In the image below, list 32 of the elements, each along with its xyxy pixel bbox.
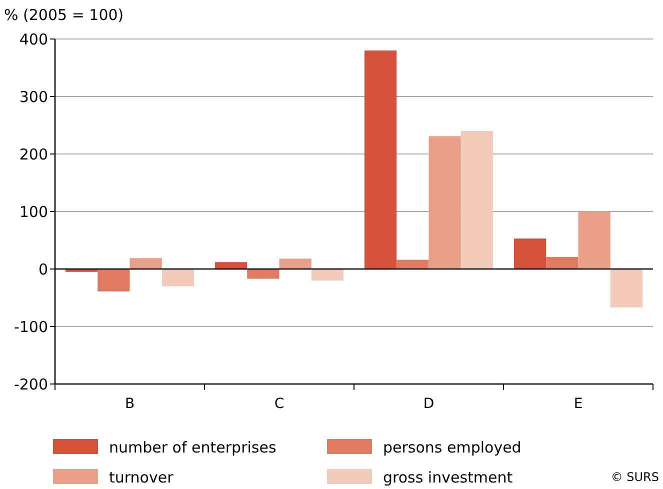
bar xyxy=(130,258,162,269)
legend-label: persons employed xyxy=(383,438,522,456)
bar xyxy=(279,258,312,269)
bar xyxy=(98,269,130,292)
y-axis-title: % (2005 = 100) xyxy=(4,6,124,24)
x-tick-label: D xyxy=(423,396,434,412)
bar xyxy=(514,238,546,269)
text: © SURS xyxy=(610,470,659,484)
legend-label: number of enterprises xyxy=(109,438,276,456)
y-tick-label: -200 xyxy=(14,375,48,394)
y-tick-label: 300 xyxy=(19,88,48,106)
x-tick-label: B xyxy=(124,396,135,412)
y-tick-label: -100 xyxy=(14,318,48,336)
bar xyxy=(214,262,248,269)
x-tick-label: C xyxy=(274,396,284,412)
bar xyxy=(578,212,610,269)
bar xyxy=(247,269,280,279)
bar xyxy=(428,136,461,269)
y-tick-label: 200 xyxy=(19,145,48,164)
bar xyxy=(364,50,397,269)
bar xyxy=(396,260,429,269)
bar xyxy=(460,131,494,269)
y-tick-label: 100 xyxy=(19,202,48,221)
bar xyxy=(610,269,643,308)
bar xyxy=(311,269,344,280)
x-tick-label: E xyxy=(574,396,583,412)
y-tick-label: 0 xyxy=(38,260,48,278)
bar xyxy=(546,256,578,269)
legend-label: turnover xyxy=(109,468,174,486)
legend-label: gross investment xyxy=(383,468,513,486)
y-tick-label: 400 xyxy=(19,30,48,48)
bar xyxy=(162,269,194,286)
